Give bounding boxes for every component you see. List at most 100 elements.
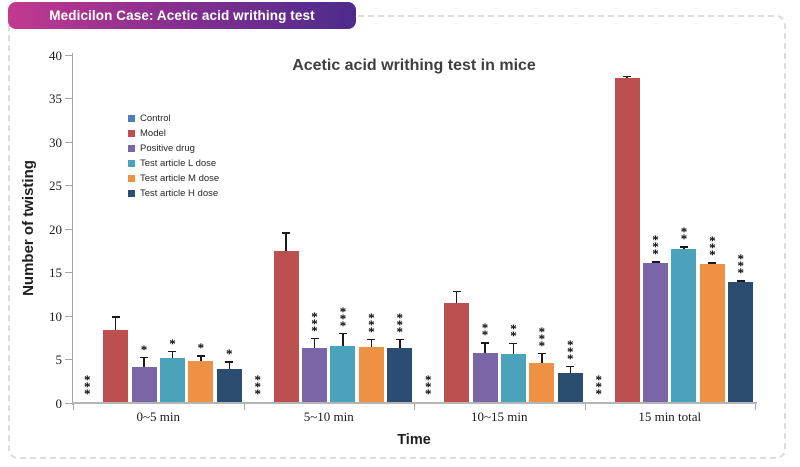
bar-model (614, 78, 640, 402)
bar-model (444, 302, 470, 402)
y-tick-label: 20 (49, 221, 62, 237)
error-bar-cap (566, 365, 575, 368)
bar-test-article-h-dose (387, 348, 413, 402)
error-bar-line (228, 361, 231, 370)
error-bar-cap (111, 316, 120, 318)
error-bar-line (484, 342, 486, 354)
x-tick (73, 404, 74, 410)
error-bar-cap (196, 355, 205, 357)
bar-positive-drug (643, 262, 669, 402)
bar-model (103, 329, 129, 402)
bar-test-article-m-dose (529, 362, 555, 402)
x-axis-line (71, 402, 757, 404)
error-bar-line (171, 350, 174, 358)
header-badge: Medicilon Case: Acetic acid writhing tes… (8, 2, 356, 29)
significance-marker: * * * (368, 309, 375, 339)
significance-marker: * * * (254, 372, 261, 401)
x-category-label: 0~5 min (136, 409, 180, 424)
legend-swatch-icon (128, 190, 135, 197)
error-bar-line (455, 290, 458, 303)
significance-marker: * * * (709, 233, 716, 263)
error-bar-cap (367, 338, 376, 341)
legend-label: Test article M dose (140, 173, 220, 184)
legend-label: Control (140, 113, 171, 124)
significance-marker: * (226, 346, 233, 362)
error-bar-line (541, 352, 543, 363)
bar-test-article-m-dose (188, 361, 214, 402)
bar-positive-drug (131, 367, 157, 402)
bar-test-article-l-dose (330, 345, 356, 402)
error-bar-cap (452, 290, 461, 293)
legend-swatch-icon (128, 175, 135, 182)
significance-marker: * (140, 341, 148, 357)
error-bar-line (569, 365, 572, 373)
x-tick (584, 404, 586, 410)
error-bar-line (313, 337, 316, 349)
error-bar-line (285, 232, 287, 251)
significance-marker: * * (510, 320, 517, 343)
error-bar-cap (679, 246, 688, 248)
error-bar-cap (395, 338, 404, 341)
y-tick (65, 359, 72, 360)
y-tick-label: 25 (49, 178, 62, 193)
x-category-label: 10~15 min (470, 409, 528, 424)
y-tick-label: 15 (49, 265, 62, 280)
x-category-label: 15 min total (638, 409, 702, 424)
error-bar-cap (282, 232, 291, 234)
y-tick (65, 228, 72, 230)
error-bar-cap (537, 352, 546, 355)
x-category-label: 5~10 min (303, 409, 354, 424)
error-bar-line (399, 338, 401, 349)
bar-model (273, 250, 299, 402)
y-tick (65, 98, 72, 99)
y-tick-label: 5 (55, 352, 63, 367)
significance-marker: * * * (538, 323, 546, 353)
chart-legend: Control Model Positive drug Test article L … (128, 111, 219, 201)
legend-swatch-icon (128, 145, 135, 152)
error-bar-line (342, 332, 344, 346)
bar-positive-drug (472, 353, 498, 402)
bar-test-article-m-dose (358, 347, 384, 402)
legend-item: Positive drug (128, 141, 219, 156)
legend-swatch-icon (128, 130, 135, 137)
error-bar-cap (651, 261, 660, 263)
significance-marker: * * * (737, 251, 745, 281)
y-tick (65, 54, 72, 56)
x-tick (243, 404, 245, 410)
error-bar-cap (623, 75, 632, 78)
bar-test-article-l-dose (500, 354, 526, 402)
legend-label: Test article L dose (140, 158, 217, 169)
significance-marker: * * * (83, 372, 91, 401)
legend-item: Model (128, 126, 219, 141)
bar-test-article-h-dose (216, 369, 242, 402)
significance-marker: * (197, 340, 205, 356)
y-tick-label: 40 (49, 47, 62, 63)
y-tick (65, 272, 72, 273)
bar-test-article-m-dose (699, 263, 725, 402)
significance-marker: * * * (652, 232, 659, 262)
legend-label: Model (140, 128, 166, 139)
bar-test-article-l-dose (159, 357, 185, 402)
legend-swatch-icon (128, 160, 135, 167)
error-bar-line (143, 356, 145, 368)
y-tick-label: 35 (49, 91, 62, 106)
significance-marker: * * (481, 320, 489, 343)
y-tick-label: 0 (55, 395, 63, 411)
error-bar-cap (338, 332, 347, 335)
x-tick (414, 404, 415, 410)
legend-label: Positive drug (140, 143, 195, 154)
significance-marker: * * * (339, 303, 347, 333)
legend-item: Test article M dose (128, 171, 219, 186)
error-bar-cap (168, 350, 177, 353)
x-axis-title: Time (397, 432, 431, 448)
significance-marker: * * * (595, 372, 602, 401)
error-bar-cap (509, 342, 518, 345)
significance-marker: * * * (424, 372, 432, 401)
legend-item: Test article L dose (128, 156, 219, 171)
legend-swatch-icon (128, 115, 135, 122)
error-bar-line (370, 338, 373, 348)
bar-test-article-l-dose (671, 249, 697, 402)
significance-marker: * * * (567, 336, 574, 366)
chart-title: Acetic acid writhing test in mice (292, 57, 536, 74)
